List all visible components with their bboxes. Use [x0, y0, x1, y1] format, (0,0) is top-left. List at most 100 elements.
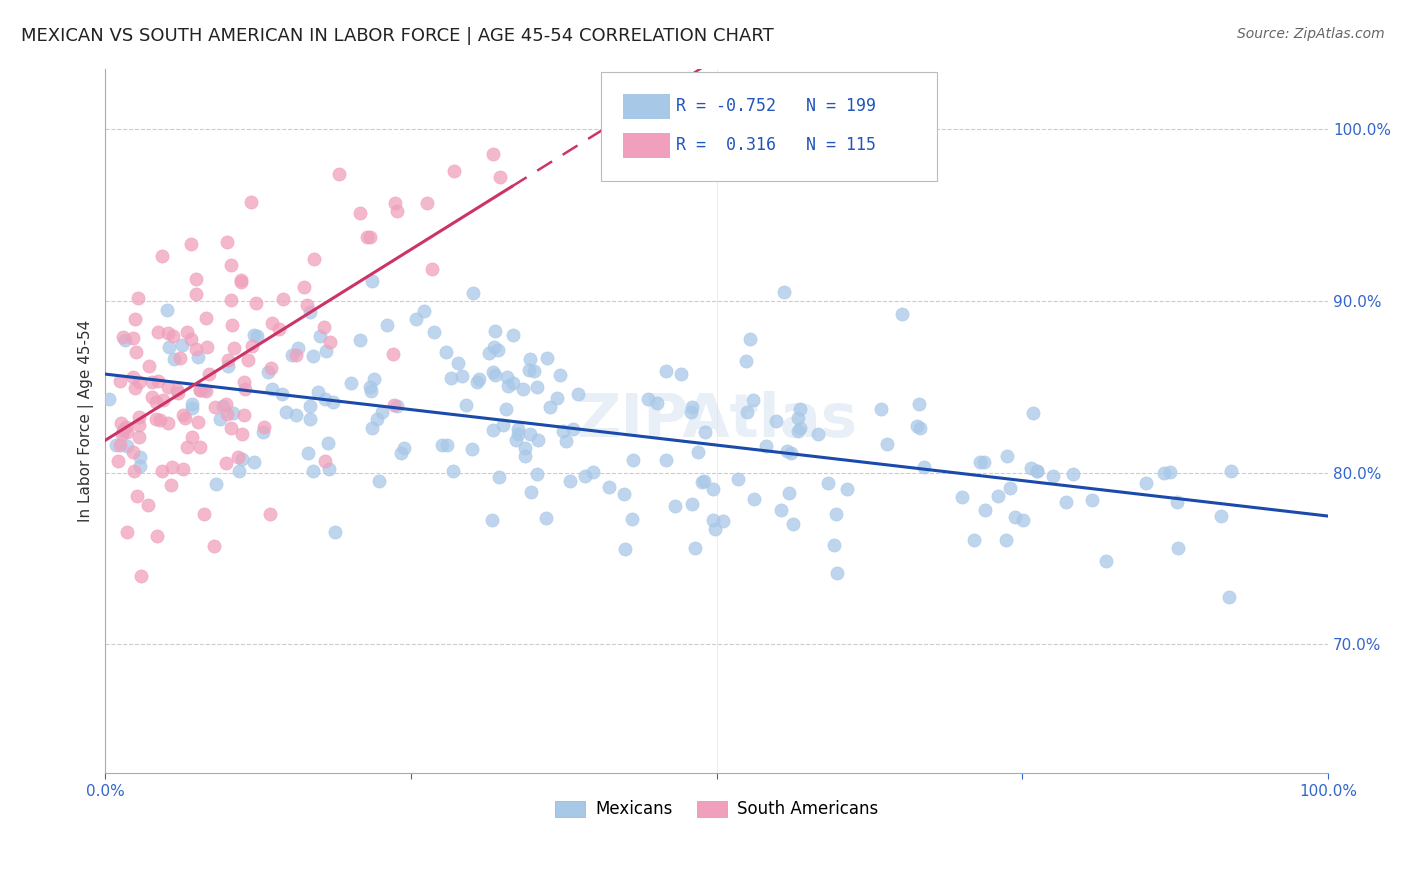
Point [502, 328, 524, 343]
Point [463, 286, 485, 301]
Point [128, 410, 150, 425]
Point [222, 406, 245, 420]
Point [950, 490, 973, 504]
Point [702, 513, 724, 527]
Point [129, 568, 152, 582]
Point [1026, 464, 1049, 478]
Point [416, 196, 439, 211]
Point [122, 464, 145, 478]
Point [817, 475, 839, 490]
Point [198, 367, 221, 381]
Point [231, 452, 253, 467]
Point [443, 164, 465, 178]
Point [1167, 541, 1189, 555]
Point [613, 487, 636, 501]
Point [787, 424, 810, 438]
Point [233, 376, 256, 390]
Point [561, 421, 583, 435]
Point [450, 369, 472, 384]
Point [515, 449, 537, 463]
Point [295, 297, 318, 311]
Point [318, 462, 340, 476]
Point [217, 235, 239, 249]
Point [807, 427, 830, 442]
Point [239, 194, 262, 209]
Point [637, 392, 659, 406]
Point [467, 375, 489, 389]
Point [392, 441, 415, 455]
Point [515, 442, 537, 456]
Point [145, 529, 167, 543]
Point [363, 372, 385, 386]
Point [145, 395, 167, 409]
Point [217, 353, 239, 368]
Point [360, 274, 382, 288]
Point [430, 438, 453, 452]
Point [536, 351, 558, 365]
Point [221, 421, 243, 435]
Point [387, 203, 409, 218]
Point [359, 380, 381, 394]
Point [262, 383, 284, 397]
Point [122, 331, 145, 345]
Point [905, 419, 928, 434]
Point [963, 533, 986, 547]
Point [188, 440, 211, 454]
Point [496, 370, 519, 384]
Point [349, 333, 371, 347]
Point [655, 453, 678, 467]
Point [823, 537, 845, 551]
Point [114, 333, 136, 347]
Point [193, 383, 215, 397]
Point [259, 507, 281, 521]
Point [478, 346, 501, 360]
Point [307, 385, 329, 400]
Point [242, 327, 264, 342]
Point [440, 371, 463, 385]
FancyBboxPatch shape [623, 133, 671, 158]
Point [184, 271, 207, 285]
Point [233, 408, 256, 422]
Point [104, 437, 127, 451]
Point [574, 469, 596, 483]
Point [512, 382, 534, 396]
Point [405, 311, 427, 326]
Point [735, 353, 758, 368]
Point [195, 340, 218, 354]
Point [555, 434, 578, 448]
Point [907, 397, 929, 411]
Point [253, 419, 276, 434]
Point [765, 414, 787, 428]
Point [461, 442, 484, 456]
Point [481, 365, 503, 379]
Point [773, 285, 796, 299]
Point [245, 296, 267, 310]
Point [356, 230, 378, 244]
Point [468, 372, 491, 386]
Point [128, 430, 150, 444]
Point [1135, 475, 1157, 490]
Point [156, 326, 179, 341]
Point [180, 333, 202, 347]
Point [690, 475, 713, 490]
Point [297, 446, 319, 460]
Point [693, 474, 716, 488]
Point [314, 453, 336, 467]
Point [361, 420, 384, 434]
Point [368, 474, 391, 488]
Point [495, 401, 517, 416]
Point [180, 430, 202, 444]
Point [1025, 464, 1047, 478]
Point [208, 412, 231, 426]
Point [129, 458, 152, 473]
Point [492, 418, 515, 433]
Point [115, 439, 138, 453]
Point [621, 512, 644, 526]
Point [314, 392, 336, 407]
Point [382, 347, 405, 361]
Point [506, 426, 529, 441]
Point [285, 408, 308, 422]
Point [156, 380, 179, 394]
Point [526, 380, 548, 394]
Point [1011, 512, 1033, 526]
